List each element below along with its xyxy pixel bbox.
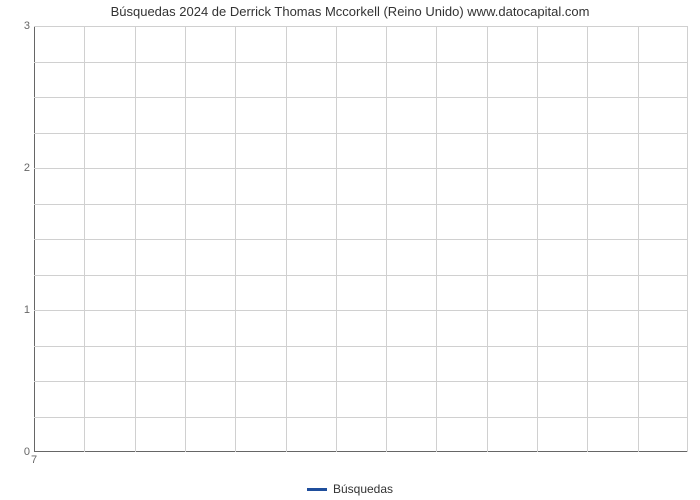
y-tick-label: 2: [10, 162, 30, 174]
grid-line-horizontal: [34, 168, 688, 169]
legend: Búsquedas: [0, 482, 700, 496]
legend-swatch: [307, 488, 327, 491]
grid-line-vertical: [286, 26, 287, 452]
chart-container: Búsquedas 2024 de Derrick Thomas Mccorke…: [0, 0, 700, 500]
grid-line-vertical: [386, 26, 387, 452]
x-axis-line: [34, 451, 688, 452]
grid-line-vertical: [537, 26, 538, 452]
grid-line-vertical: [185, 26, 186, 452]
grid-line-vertical: [84, 26, 85, 452]
grid-line-horizontal: [34, 346, 688, 347]
legend-label: Búsquedas: [333, 482, 393, 496]
y-tick-label: 1: [10, 304, 30, 316]
plot-area: [34, 26, 688, 452]
grid-line-horizontal: [34, 381, 688, 382]
grid-line-vertical: [487, 26, 488, 452]
grid-line-horizontal: [34, 97, 688, 98]
grid-line-horizontal: [34, 310, 688, 311]
grid-line-vertical: [135, 26, 136, 452]
grid-line-horizontal: [34, 133, 688, 134]
grid-line-horizontal: [34, 417, 688, 418]
chart-title: Búsquedas 2024 de Derrick Thomas Mccorke…: [0, 4, 700, 19]
grid-line-horizontal: [34, 239, 688, 240]
grid-line-horizontal: [34, 275, 688, 276]
grid-line-vertical: [336, 26, 337, 452]
grid-border-top: [34, 26, 688, 27]
y-tick-label: 3: [10, 20, 30, 32]
grid-line-vertical: [436, 26, 437, 452]
grid-line-vertical: [587, 26, 588, 452]
grid-line-vertical: [235, 26, 236, 452]
x-tick-label: 7: [24, 454, 44, 466]
grid-line-vertical: [638, 26, 639, 452]
grid-line-horizontal: [34, 204, 688, 205]
grid-line-horizontal: [34, 62, 688, 63]
